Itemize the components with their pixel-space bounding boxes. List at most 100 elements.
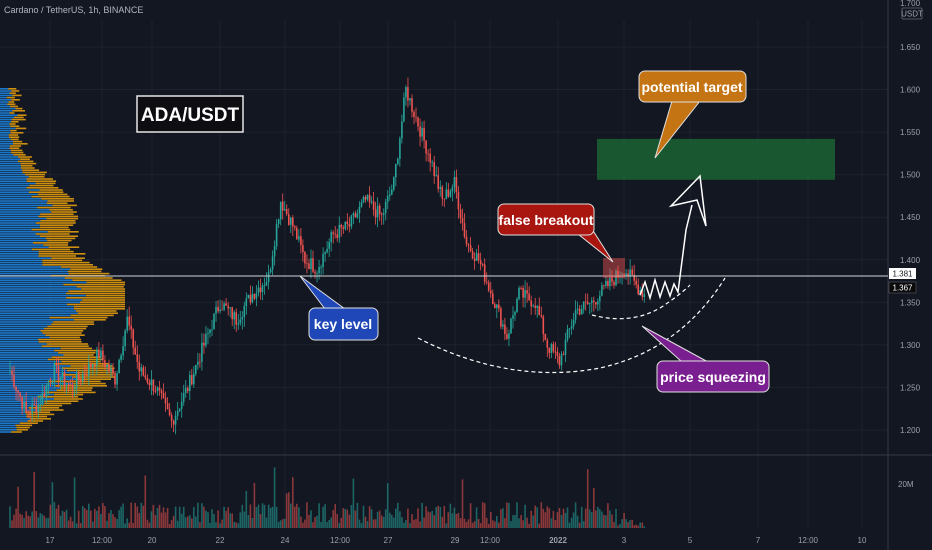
candle-body [35,404,38,413]
profile-row-sell [16,426,30,429]
candle-body [542,316,545,335]
volume-bar [435,507,437,528]
candle-body [330,232,332,243]
volume-bar [350,505,353,528]
profile-row-sell [48,246,80,248]
profile-row-buy [0,222,36,224]
candle-body [160,390,163,394]
candle-body [51,381,54,384]
target-zone[interactable] [597,138,835,180]
volume-bar [485,517,488,528]
profile-row-sell [51,356,101,358]
volume-bar [57,504,60,528]
profile-row-buy [0,202,47,204]
volume-bar [77,510,80,528]
candle-body [83,374,86,376]
volume-bar [607,503,609,528]
candle-body [538,306,540,316]
volume-bar [623,513,625,528]
profile-row-buy [0,127,16,130]
annotation-callouts[interactable]: potential target false breakout key level p… [299,70,770,393]
volume-bar [407,508,409,528]
candle-body [344,221,347,229]
candle-body [41,393,44,405]
volume-bar [253,483,256,528]
volume-bar [496,516,498,528]
profile-row-sell [49,316,108,319]
profile-row-sell [62,374,114,376]
profile-row-buy [0,198,42,200]
candle-body [176,410,179,416]
volume-bar [423,517,425,528]
candle-body [328,242,330,249]
profile-row-sell [46,202,68,204]
volume-bar [130,502,132,528]
candle-body [403,97,405,122]
profile-row-sell [30,418,51,420]
profile-row-sell [26,187,59,189]
volume-bar [568,522,571,528]
profile-row-sell [47,200,74,202]
profile-row-sell [42,261,90,264]
candle-body [409,98,411,101]
volume-bar [156,508,159,528]
profile-row-buy [0,358,48,361]
volume-bar [15,508,17,528]
profile-row-buy [0,105,10,108]
volume-bar [176,520,179,528]
profile-row-buy [0,398,54,400]
candle-body [25,401,27,412]
time-axis[interactable]: 17 12:00 20 22 24 12:00 27 29 12:00 2022 3 5 7 12:00 1… [46,536,867,545]
profile-row-sell [10,132,24,134]
profile-row-buy [0,294,86,297]
candle-body [453,177,456,188]
candle-body [182,393,185,402]
candle-body [516,299,518,313]
profile-row-sell [72,376,115,378]
candle-body [96,349,98,366]
volume-bar [397,502,399,528]
candle-body [378,205,381,215]
profile-row-buy [0,92,10,94]
profile-row-sell [46,217,79,220]
volume-bar [467,519,470,528]
profile-row-buy [0,180,27,182]
candle-body [360,202,363,207]
profile-row-sell [20,158,30,160]
volume-bar [582,521,585,528]
volume-bar [457,512,460,528]
candle-body [407,87,409,101]
candle-body [617,270,619,278]
candle-body [314,271,316,274]
volume-bar [538,523,540,528]
volume-bar [336,513,338,528]
volume-bar [71,521,74,528]
candle-body [102,350,104,361]
volume-bar [391,514,393,528]
candle-body [55,363,58,366]
volume-bar [86,510,88,528]
volume-bar [243,511,246,528]
price-axis[interactable]: 1.200 1.250 1.300 1.350 1.400 1.450 1.500 1.550… [888,0,923,489]
volume-bar [352,478,355,528]
profile-row-buy [0,365,71,367]
price-label: 1.381 [892,270,913,279]
profile-row-buy [0,215,39,218]
candle-body [473,258,476,261]
candle-body [334,233,336,235]
volume-bar [512,515,514,528]
profile-row-sell [7,103,16,105]
profile-row-sell [13,154,26,156]
volume-bar [120,506,122,528]
currency-badge-box [901,7,923,20]
candle-body [520,287,522,289]
candle-body [599,295,601,302]
candle-body [356,213,359,218]
candle-body [53,363,56,382]
volume-bar [300,516,302,528]
candle-body [588,303,591,305]
candle-body [174,415,177,425]
profile-row-sell [54,393,84,396]
candle-body [239,319,242,324]
